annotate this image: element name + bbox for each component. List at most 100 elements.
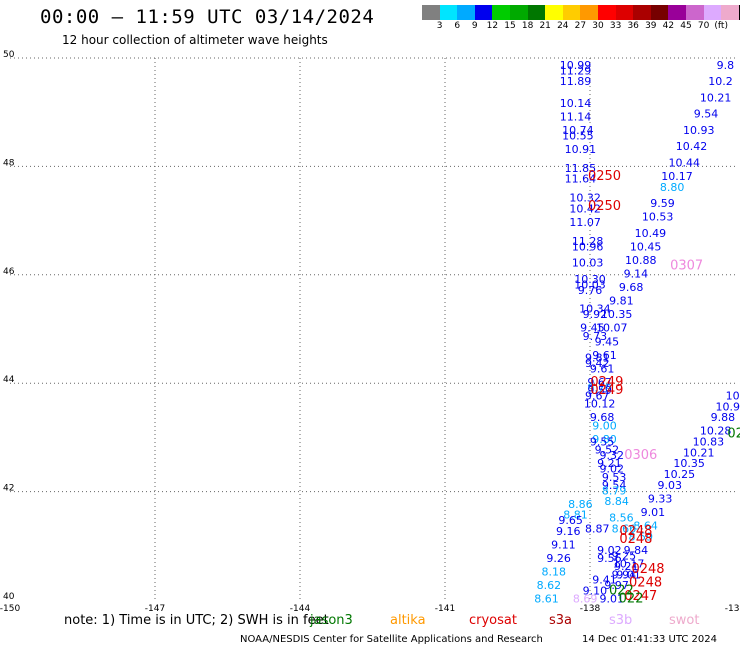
wave-height-label: 10.88: [625, 254, 657, 267]
color-scale-swatch: [597, 5, 616, 20]
pass-time-label: 0248: [619, 532, 652, 547]
wave-height-label: 9.56: [597, 552, 622, 565]
wave-height-label: 9.8: [717, 59, 735, 72]
wave-height-label: 9.65: [558, 514, 583, 527]
pass-time-label: 0307: [670, 258, 703, 273]
wave-height-label: 10.96: [572, 240, 604, 253]
color-scale-swatch: [703, 5, 722, 20]
satellite-legend-swot: swot: [669, 613, 700, 628]
color-scale-label: 6: [454, 21, 461, 31]
wave-height-label: 9.01: [641, 506, 666, 519]
chart-title: 00:00 – 11:59 UTC 03/14/2024: [40, 6, 375, 28]
color-scale-label: 21: [539, 21, 551, 31]
wave-height-label: 8.56: [609, 511, 634, 524]
wave-height-label: 10.2: [708, 75, 733, 88]
x-tick-label: -135: [725, 604, 740, 614]
wave-height-label: 10.99: [560, 59, 592, 72]
wave-height-label: 9.45: [595, 335, 620, 348]
wave-height-label: 8.62: [537, 579, 562, 592]
wave-height-label: 10.32: [569, 192, 601, 205]
wave-height-label: 10.42: [569, 202, 601, 215]
pass-time-label: 022: [609, 584, 634, 599]
pass-time-label: 0248: [629, 575, 662, 590]
wave-height-label: 9.73: [583, 330, 608, 343]
wave-height-label: 9.21: [614, 560, 639, 573]
wave-height-label: 9.42: [585, 357, 610, 370]
color-scale-swatch: [633, 5, 651, 20]
y-tick-label: 48: [3, 158, 15, 168]
color-scale-label: 15: [504, 21, 516, 31]
wave-height-label: 9.68: [619, 281, 644, 294]
wave-height-label: 10.44: [669, 156, 701, 169]
x-tick-label: -150: [0, 604, 20, 614]
wave-height-label: 9.59: [587, 384, 612, 397]
color-scale-swatch: [562, 5, 581, 20]
chart-subtitle: 12 hour collection of altimeter wave hei…: [62, 33, 328, 47]
wave-height-label: 8.87: [585, 522, 610, 535]
wave-height-label: 9.80: [592, 433, 617, 446]
wave-height-label: 10.30: [574, 273, 606, 286]
wave-height-label: 9.61: [592, 349, 617, 362]
wave-height-label: 10.74: [562, 124, 594, 137]
wave-height-label: 10.49: [635, 227, 667, 240]
wave-height-label: 11.28: [572, 235, 604, 248]
color-scale-swatch: [474, 5, 493, 20]
wave-height-label: 11.89: [560, 75, 592, 88]
color-scale-label: 9: [471, 21, 478, 31]
wave-height-label: 10.42: [676, 140, 708, 153]
wave-height-label: 9.79: [587, 381, 612, 394]
wave-height-label: 9.54: [602, 479, 627, 492]
wave-height-label: 9.61: [590, 362, 615, 375]
wave-height-label: 11.14: [560, 110, 592, 123]
color-scale-label: (ft): [714, 21, 728, 31]
color-scale-swatch: [650, 5, 669, 20]
wave-height-label: 9.81: [585, 352, 610, 365]
x-tick-label: -144: [290, 604, 311, 614]
wave-height-label: 11.85: [565, 162, 597, 175]
wave-height-label: 11.64: [565, 173, 597, 186]
wave-height-label: 8.81: [563, 509, 588, 522]
wave-height-label: 9.59: [650, 197, 675, 210]
wave-height-label: 8.64: [633, 520, 658, 533]
wave-height-label: 10.45: [630, 240, 662, 253]
wave-height-label: 10.53: [642, 211, 674, 224]
color-scale-swatch: [422, 5, 440, 20]
color-scale-label: 36: [627, 21, 639, 31]
wave-height-label: 10.83: [693, 436, 725, 449]
wave-height-label: 10.9: [716, 400, 740, 413]
color-scale-swatch: [527, 5, 546, 20]
footer-note: note: 1) Time is in UTC; 2) SWH is in fe…: [64, 613, 329, 628]
wave-height-label: 9.02: [597, 544, 622, 557]
y-tick-label: 42: [3, 484, 14, 494]
color-scale-swatch: [615, 5, 634, 20]
color-scale-label: 45: [680, 21, 692, 31]
wave-height-label: 9.11: [551, 539, 576, 552]
wave-height-label: 9.32: [600, 449, 625, 462]
wave-height-label: 9.92: [583, 308, 608, 321]
color-scale-swatch: [457, 5, 475, 20]
wave-height-label: 9.14: [624, 268, 649, 281]
color-scale-swatch: [492, 5, 510, 20]
wave-height-label: 10.12: [584, 398, 616, 411]
wave-height-label: 9.26: [546, 552, 571, 565]
satellite-legend-jason3: jason3: [310, 613, 353, 628]
color-scale-swatch: [685, 5, 704, 20]
wave-height-label: 10.21: [683, 446, 715, 459]
wave-height-label: 10.17: [613, 557, 645, 570]
pass-time-label: 0250: [588, 169, 621, 184]
y-tick-label: 44: [3, 375, 15, 385]
wave-height-label: 9.97: [604, 579, 629, 592]
wave-height-label: 10.07: [596, 322, 628, 335]
color-scale-label: 3: [436, 21, 443, 31]
x-tick-label: -147: [145, 604, 165, 614]
wave-height-label: 9.55: [590, 436, 615, 449]
pass-time-label: 022: [727, 426, 740, 441]
wave-height-label: 10: [726, 389, 740, 402]
wave-height-label: 9.03: [658, 479, 683, 492]
wave-height-label: 8.84: [604, 495, 629, 508]
color-scale-bar: [422, 5, 740, 20]
color-scale-swatch: [721, 5, 739, 20]
wave-height-label: 8.80: [660, 181, 685, 194]
satellite-legend-cryosat: cryosat: [469, 613, 517, 628]
